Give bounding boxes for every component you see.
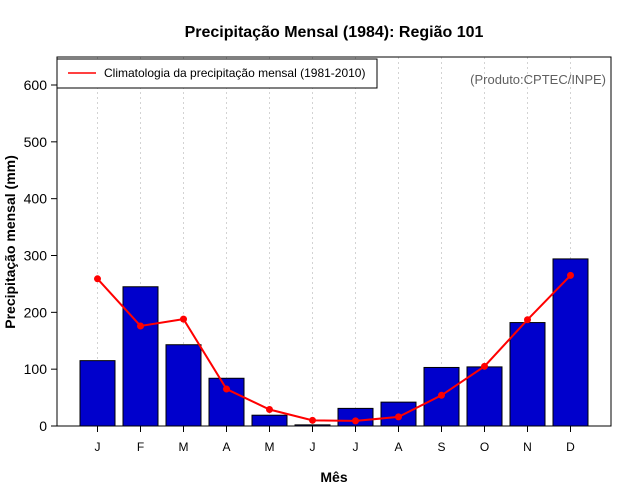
legend-box [56, 58, 378, 89]
chart-title: Precipitação Mensal (1984): Região 101 [185, 24, 484, 41]
climatology-point-11 [524, 316, 531, 324]
bar-5 [251, 414, 288, 427]
climatology-point-9 [438, 391, 445, 399]
x-tick-label: M [179, 440, 189, 454]
legend-entry-climatology: Climatologia da precipitação mensal (198… [104, 66, 365, 80]
x-tick-label: A [222, 440, 230, 454]
climatology-point-7 [352, 417, 359, 425]
climatology-series [94, 271, 574, 425]
y-axis: 0 100 200 300 400 500 600 [24, 77, 57, 434]
y-tick-label: 300 [24, 248, 48, 264]
y-axis-label: Precipitação mensal (mm) [2, 155, 18, 329]
bar-3 [165, 344, 202, 427]
product-credit: (Produto:CPTEC/INPE) [470, 72, 606, 87]
x-axis-label: Mês [320, 469, 347, 485]
x-tick-label: S [437, 440, 445, 454]
x-tick-label: N [523, 440, 532, 454]
bar-2 [122, 286, 159, 427]
x-tick-label: A [394, 440, 402, 454]
climatology-point-5 [266, 406, 273, 414]
y-tick-label: 0 [39, 418, 47, 434]
bar-1 [79, 360, 116, 427]
x-tick-label: J [310, 440, 316, 454]
climatology-point-4 [223, 385, 230, 393]
climatology-point-12 [567, 271, 574, 279]
y-tick-label: 500 [24, 134, 48, 150]
climatology-point-10 [481, 362, 488, 370]
climatology-line [96, 274, 572, 422]
x-tick-label: O [480, 440, 489, 454]
x-tick-label: M [265, 440, 275, 454]
climatology-point-8 [395, 413, 402, 421]
climatology-point-6 [309, 416, 316, 424]
bar-11 [509, 322, 546, 427]
y-tick-label: 400 [24, 191, 48, 207]
y-tick-label: 200 [24, 304, 48, 320]
bars [79, 258, 589, 427]
x-tick-label: D [566, 440, 575, 454]
x-tick-label: J [95, 440, 101, 454]
x-tick-label: J [353, 440, 359, 454]
legend: Climatologia da precipitação mensal (198… [56, 58, 378, 89]
y-tick-label: 100 [24, 361, 48, 377]
plot-frame [56, 56, 612, 427]
y-tick-label: 600 [24, 77, 48, 93]
climatology-point-2 [137, 322, 144, 330]
climatology-point-1 [94, 275, 101, 283]
bar-12 [552, 258, 589, 427]
x-tick-label: F [137, 440, 144, 454]
grid [97, 57, 571, 426]
bar-4 [208, 377, 245, 427]
climatology-point-3 [180, 315, 187, 323]
